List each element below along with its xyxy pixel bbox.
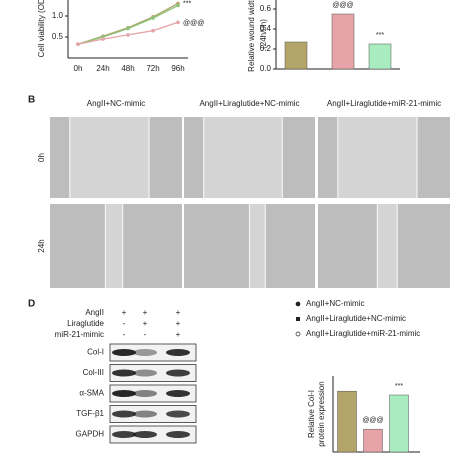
y-tick-label: 0.4 — [260, 24, 272, 33]
y-axis-label: protein expression — [317, 381, 326, 446]
column-label: AngII+NC-mimic — [87, 99, 145, 108]
y-tick-label: 1.0 — [52, 11, 64, 20]
legend-marker — [295, 301, 301, 307]
treatment-sign: + — [122, 308, 127, 317]
row-label: 24h — [37, 239, 46, 252]
scratch-area — [105, 204, 123, 288]
band-label: α-SMA — [79, 389, 104, 398]
legend-marker — [296, 317, 300, 321]
panel-label: B — [28, 95, 35, 106]
treatment-label: AngII — [85, 308, 104, 317]
blot — [109, 343, 197, 362]
treatment-sign: - — [123, 330, 126, 339]
band — [166, 390, 190, 397]
band-label: Col-III — [83, 368, 104, 377]
treatment-sign: + — [143, 319, 148, 328]
point — [176, 3, 180, 8]
point — [76, 42, 80, 46]
y-tick-label: 0.5 — [52, 32, 64, 41]
band — [133, 349, 157, 356]
treatment-sign: - — [144, 330, 147, 339]
treatment-sign: + — [176, 308, 181, 317]
x-tick-label: 72h — [146, 64, 159, 73]
y-tick-label: 0.2 — [260, 44, 272, 53]
scratch-area — [249, 204, 266, 288]
x-tick-label: 48h — [121, 64, 134, 73]
point — [151, 28, 155, 33]
annotation: @@@ — [332, 2, 353, 9]
treatment-sign: + — [176, 319, 181, 328]
bar — [284, 41, 308, 70]
blot — [109, 364, 197, 382]
legend-label: AngII+Liraglutide+NC-mimic — [306, 314, 406, 323]
point — [126, 26, 130, 31]
point — [151, 16, 155, 20]
band — [166, 431, 190, 438]
point — [176, 20, 180, 25]
band — [133, 390, 157, 397]
band-label: GAPDH — [76, 430, 105, 439]
scratch-area — [337, 117, 417, 198]
bar — [368, 43, 392, 70]
band-label: Col-I — [87, 348, 104, 357]
x-tick-label: 0h — [74, 64, 83, 73]
band — [133, 431, 157, 438]
treatment-sign: + — [176, 330, 181, 339]
point — [101, 37, 105, 41]
scratch-area — [203, 117, 283, 198]
y-axis-label: (24h/0h) — [259, 19, 268, 49]
band — [133, 410, 157, 418]
annotation: *** — [395, 383, 403, 390]
band-label: TGF-β1 — [76, 409, 104, 418]
band — [166, 369, 190, 377]
y-tick-label: 0.0 — [260, 64, 272, 73]
bar — [331, 13, 355, 70]
panel-label: D — [28, 299, 35, 310]
band — [166, 349, 190, 356]
band — [112, 369, 136, 377]
annotation: *** — [183, 0, 191, 7]
scratch-area — [377, 204, 398, 288]
y-axis-label: Relative Col-I — [307, 390, 316, 438]
column-label: AngII+Liraglutide+NC-mimic — [199, 99, 299, 108]
treatment-label: Liraglutide — [67, 319, 104, 328]
x-tick-label: 24h — [96, 64, 109, 73]
x-tick-label: 96h — [171, 64, 184, 73]
legend-label: AngII+NC-mimic — [306, 299, 364, 308]
treatment-label: miR-21-mimic — [55, 330, 104, 339]
line-series — [77, 2, 179, 45]
bar — [389, 394, 409, 453]
bar — [363, 428, 383, 453]
bar — [337, 390, 357, 453]
point — [126, 33, 130, 37]
band — [112, 349, 136, 356]
band — [133, 369, 157, 377]
scratch-area — [69, 117, 149, 198]
annotation: @@@ — [183, 20, 204, 27]
band — [112, 410, 136, 418]
y-axis-label: Relative wound width — [247, 0, 256, 72]
band — [166, 410, 190, 418]
band — [112, 431, 136, 438]
treatment-sign: + — [143, 308, 148, 317]
legend-label: AngII+Liraglutide+miR-21-mimic — [306, 329, 420, 338]
y-axis-label: Cell viability (OD) — [37, 0, 46, 57]
band — [112, 390, 136, 397]
annotation: @@@ — [362, 417, 383, 424]
column-label: AngII+Liraglutide+miR-21-mimic — [327, 99, 441, 108]
y-tick-label: 0.6 — [260, 4, 272, 13]
row-label: 0h — [37, 153, 46, 162]
treatment-sign: - — [123, 319, 126, 328]
annotation: *** — [376, 32, 384, 39]
legend-marker — [295, 331, 301, 337]
